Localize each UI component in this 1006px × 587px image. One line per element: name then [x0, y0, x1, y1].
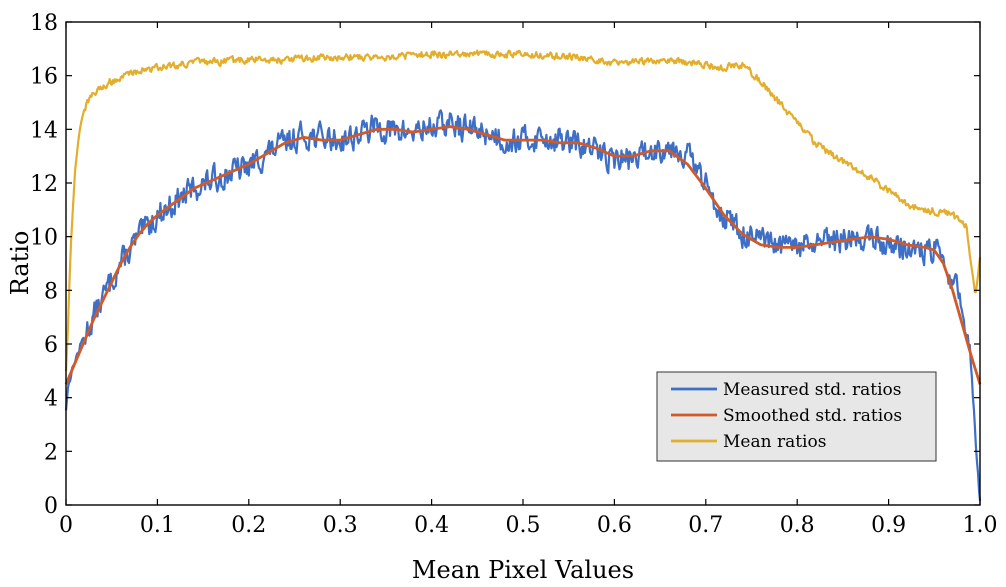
legend-box: [656, 371, 937, 462]
x-tick-label: 0.4: [414, 513, 449, 538]
legend-label-smoothed: Smoothed std. ratios: [723, 406, 902, 426]
y-tick-label: 8: [44, 279, 58, 304]
series-line-measured-std-ratios: [64, 109, 982, 501]
legend: Measured std. ratios Smoothed std. ratio…: [656, 371, 937, 462]
x-tick-label: 0.1: [140, 513, 175, 538]
y-tick-label: 2: [44, 440, 58, 465]
x-axis-title: Mean Pixel Values: [412, 556, 634, 584]
y-tick-label: 6: [44, 333, 58, 358]
series-layer: [64, 49, 982, 501]
x-tick-label: 0.7: [688, 513, 723, 538]
series-line-smoothed-std-ratios: [64, 125, 982, 385]
y-tick-label: 16: [30, 65, 58, 90]
legend-label-measured: Measured std. ratios: [723, 380, 901, 400]
y-tick-label: 10: [30, 226, 58, 251]
series-line-mean-ratios: [64, 49, 982, 372]
x-tick-label: 0.6: [597, 513, 632, 538]
ticks-layer: 0 0.1 0.2 0.3 0.4 0.5 0.6 0.7 0.8 0.9 1.0 0 2 4 6 8 10 12…: [30, 11, 998, 538]
x-tick-label: 0.9: [871, 513, 906, 538]
y-tick-label: 0: [44, 494, 58, 519]
y-tick-label: 18: [30, 11, 58, 36]
x-tick-label: 0.3: [323, 513, 358, 538]
x-tick-label: 0: [59, 513, 73, 538]
x-tick-label: 0.2: [231, 513, 266, 538]
legend-label-mean: Mean ratios: [723, 432, 826, 452]
x-tick-label: 0.8: [780, 513, 815, 538]
y-tick-label: 12: [30, 172, 58, 197]
x-tick-label: 1.0: [963, 513, 998, 538]
y-tick-label: 14: [30, 118, 58, 143]
y-axis-title: Ratio: [6, 231, 34, 296]
x-tick-label: 0.5: [506, 513, 541, 538]
y-tick-label: 4: [44, 387, 58, 412]
